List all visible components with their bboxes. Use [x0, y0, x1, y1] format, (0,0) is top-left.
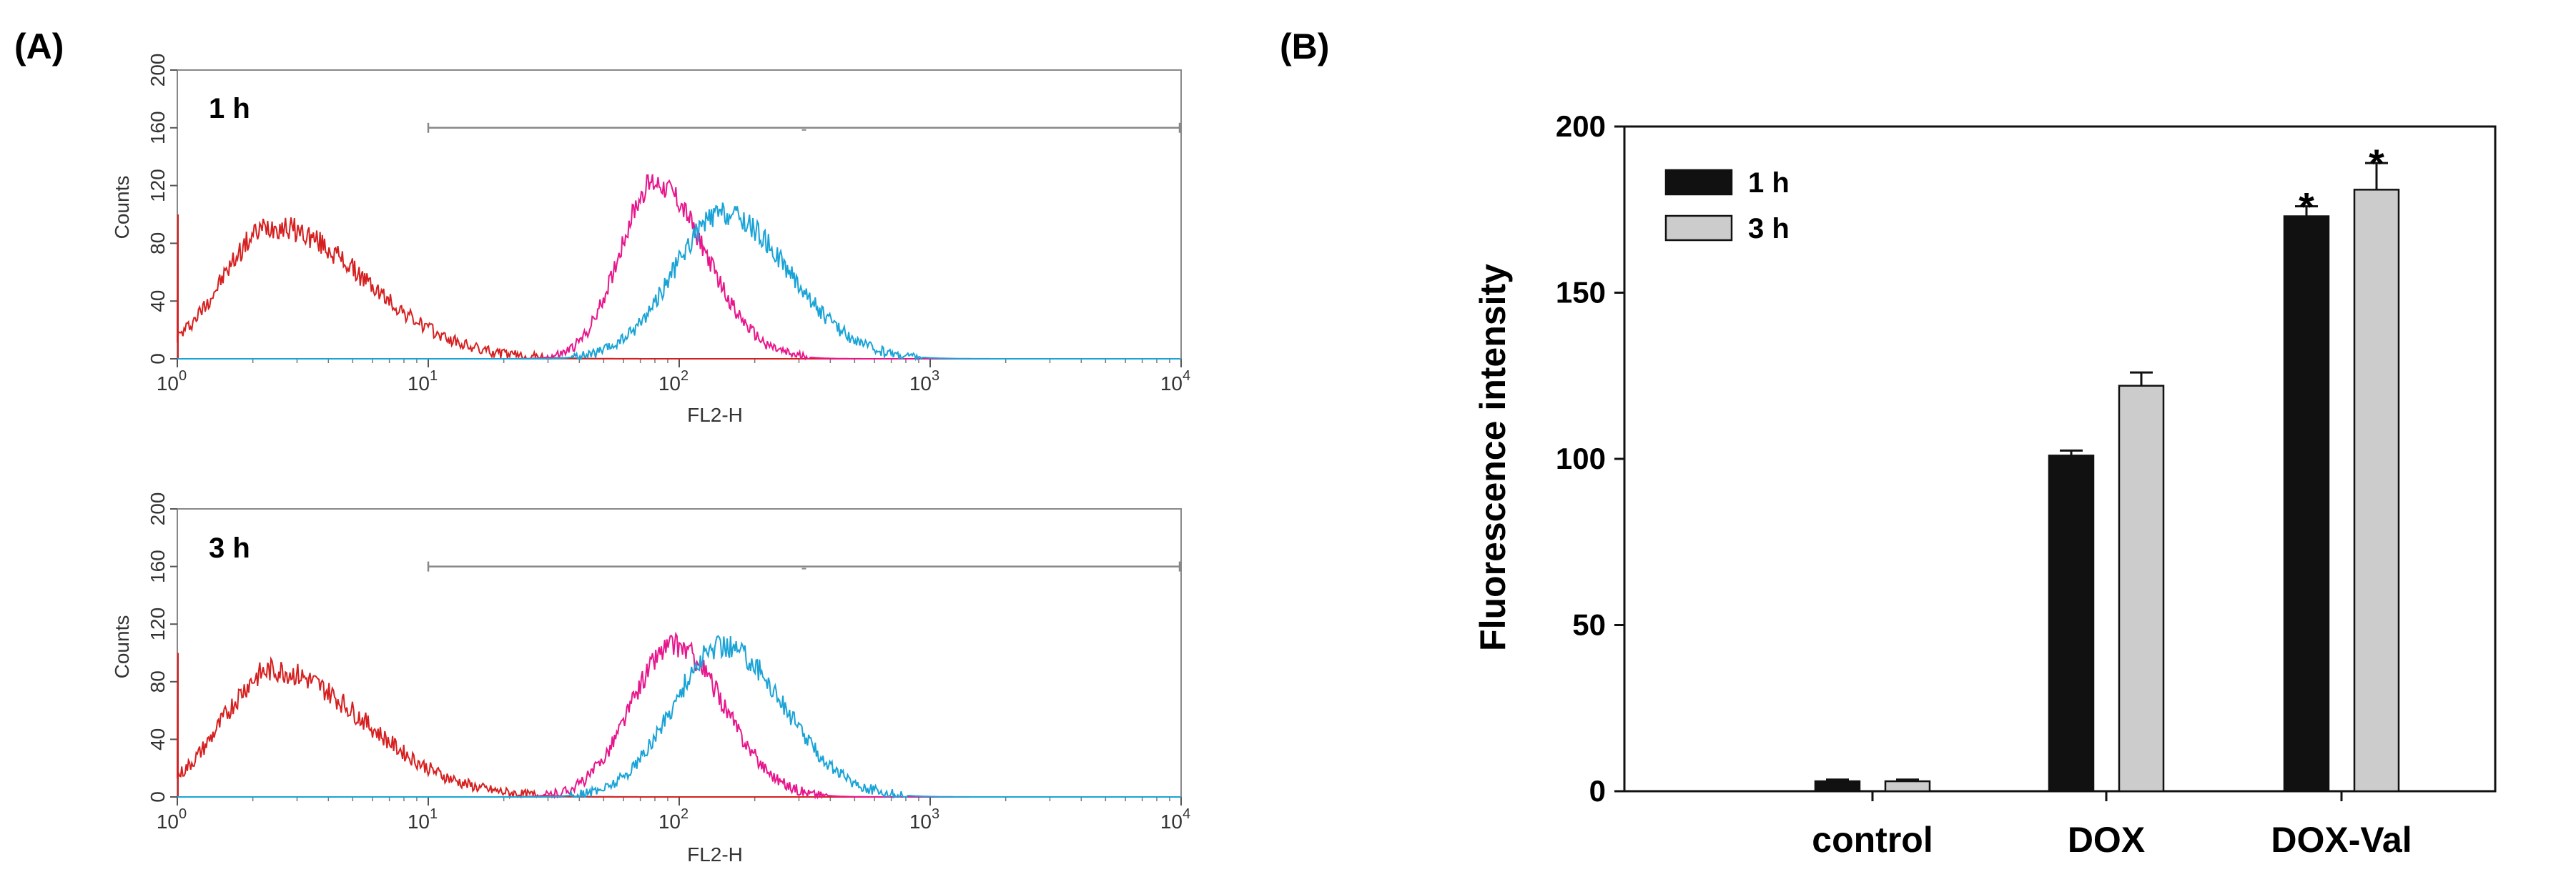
bar-category-label: DOX — [2068, 820, 2145, 860]
hist-x-tick-label: 104 — [1160, 806, 1190, 833]
bar-3h-dox-val — [2353, 189, 2400, 793]
hist-y-tick-label: 80 — [147, 232, 169, 254]
hist-series-2 — [177, 202, 1181, 362]
bar-chart: Fluorescence intensity 0 50 100 150 200 contr… — [1473, 109, 2497, 860]
hist-y-tick-label: 200 — [147, 54, 169, 87]
hist-y-tick-label: 80 — [147, 670, 169, 693]
hist-x-tick-label: 101 — [408, 368, 438, 395]
bar-3h-dox — [2118, 385, 2165, 793]
hist-x-tick-label: 100 — [157, 806, 187, 833]
hist-x-tick-label: 103 — [909, 806, 939, 833]
significance-star: * — [2299, 184, 2314, 229]
bar-y-tick-label: 50 — [1572, 608, 1606, 642]
hist-frame — [177, 508, 1182, 798]
hist-1h-xlabel: FL2-H — [687, 404, 743, 426]
hist-series-0 — [177, 214, 1181, 360]
hist-x-tick-label: 100 — [157, 368, 187, 395]
bar-category-label: control — [1812, 820, 1933, 860]
hist-y-tick-label: 120 — [147, 169, 169, 202]
hist-series-2 — [177, 635, 1181, 799]
hist-y-tick-label: 160 — [147, 550, 169, 583]
hist-x-tick-label: 102 — [658, 806, 689, 833]
significance-star: * — [2369, 141, 2384, 186]
hist-x-tick-label: 102 — [658, 368, 689, 395]
panel-a-label: (A) — [14, 26, 64, 66]
histogram-1h: Counts 1 h FL2-H 0 40 80 120 160 200 100 101 102… — [111, 54, 1190, 426]
bar-1h-dox — [2048, 455, 2095, 793]
hist-x-tick-label: 101 — [408, 806, 438, 833]
legend-label: 3 h — [1748, 213, 1790, 244]
hist-y-tick-label: 40 — [147, 290, 169, 312]
bar-category-label: DOX-Val — [2271, 820, 2412, 860]
panel-b-label: (B) — [1280, 26, 1329, 66]
hist-series-0 — [177, 653, 1181, 800]
hist-1h-title: 1 h — [209, 93, 250, 124]
hist-y-tick-label: 40 — [147, 728, 169, 750]
hist-frame — [177, 69, 1182, 360]
histogram-3h: Counts 3 h FL2-H 0 40 80 120 160 200 100 101 102… — [111, 492, 1190, 866]
legend-swatch — [1664, 214, 1733, 242]
hist-x-tick-label: 104 — [1160, 368, 1190, 395]
bar-ylabel: Fluorescence intensity — [1473, 264, 1513, 651]
bar-1h-control — [1814, 780, 1861, 793]
legend-swatch — [1664, 169, 1733, 196]
hist-series-1 — [177, 631, 1181, 800]
hist-y-tick-label: 120 — [147, 608, 169, 641]
legend-label: 1 h — [1748, 167, 1790, 199]
bar-3h-control — [1884, 780, 1931, 793]
hist-y-tick-label: 0 — [147, 791, 169, 803]
hist-y-tick-label: 160 — [147, 111, 169, 144]
hist-3h-ylabel: Counts — [111, 615, 133, 679]
hist-1h-ylabel: Counts — [111, 176, 133, 239]
bar-y-tick-label: 200 — [1556, 109, 1606, 143]
bar-y-tick-label: 0 — [1589, 774, 1606, 808]
bar-y-tick-label: 150 — [1556, 276, 1606, 309]
bar-y-tick-label: 100 — [1556, 442, 1606, 475]
bar-1h-dox-val — [2283, 215, 2330, 793]
hist-series-1 — [177, 174, 1181, 361]
hist-3h-xlabel: FL2-H — [687, 843, 743, 866]
hist-y-tick-label: 0 — [147, 353, 169, 365]
hist-x-tick-label: 103 — [909, 368, 939, 395]
hist-y-tick-label: 200 — [147, 492, 169, 526]
hist-3h-title: 3 h — [209, 532, 250, 564]
